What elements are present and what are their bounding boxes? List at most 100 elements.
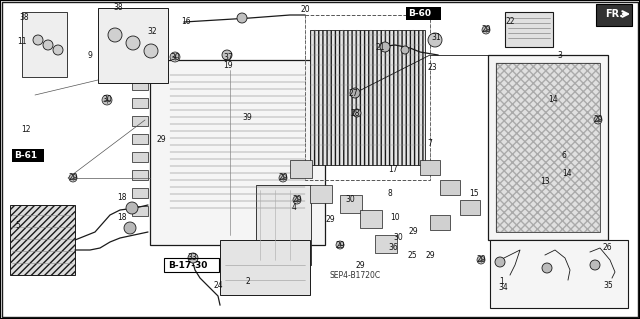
- Text: 32: 32: [147, 27, 157, 36]
- Circle shape: [293, 196, 301, 204]
- Circle shape: [380, 42, 390, 52]
- Circle shape: [144, 44, 158, 58]
- Text: 29: 29: [292, 196, 302, 204]
- Text: 30: 30: [170, 53, 180, 62]
- Text: 29: 29: [355, 261, 365, 270]
- Circle shape: [353, 109, 361, 117]
- Text: 13: 13: [540, 177, 550, 187]
- Bar: [496, 63, 600, 232]
- Text: 34: 34: [498, 283, 508, 292]
- Bar: [375, 235, 397, 253]
- Text: 30: 30: [102, 95, 112, 105]
- Bar: [430, 215, 450, 230]
- Circle shape: [69, 174, 77, 182]
- Text: 29: 29: [425, 251, 435, 261]
- Bar: [98, 8, 168, 83]
- Bar: [132, 152, 148, 162]
- Text: 18: 18: [117, 212, 127, 221]
- Text: 23: 23: [427, 63, 437, 72]
- Bar: [132, 80, 148, 90]
- Text: 29: 29: [335, 241, 345, 249]
- Text: SEP4-B1720C: SEP4-B1720C: [330, 271, 381, 279]
- Bar: [310, 185, 332, 203]
- Text: 31: 31: [431, 33, 441, 42]
- Text: 20: 20: [300, 5, 310, 14]
- Text: 33: 33: [187, 254, 197, 263]
- Text: 30: 30: [345, 196, 355, 204]
- Text: 29: 29: [278, 174, 288, 182]
- Circle shape: [477, 256, 485, 264]
- Text: 21: 21: [375, 42, 385, 51]
- Bar: [460, 200, 480, 215]
- Text: 18: 18: [117, 192, 127, 202]
- Circle shape: [428, 33, 442, 47]
- Circle shape: [126, 36, 140, 50]
- Text: 6: 6: [561, 151, 566, 160]
- Text: 37: 37: [223, 53, 233, 62]
- Text: 26: 26: [602, 243, 612, 253]
- Bar: [10, 205, 75, 275]
- Bar: [420, 160, 440, 175]
- Circle shape: [33, 35, 43, 45]
- Bar: [256, 185, 311, 265]
- Text: 25: 25: [407, 251, 417, 261]
- Bar: [132, 98, 148, 108]
- Circle shape: [495, 257, 505, 267]
- Bar: [150, 60, 325, 245]
- Bar: [406, 7, 441, 20]
- Circle shape: [336, 241, 344, 249]
- Text: 29: 29: [325, 216, 335, 225]
- Bar: [132, 170, 148, 180]
- Text: 17: 17: [388, 166, 398, 174]
- Text: 29: 29: [476, 256, 486, 264]
- Circle shape: [53, 45, 63, 55]
- Bar: [488, 55, 608, 240]
- Text: 11: 11: [17, 38, 27, 47]
- Text: 35: 35: [603, 280, 613, 290]
- Bar: [440, 180, 460, 195]
- Text: 14: 14: [548, 95, 558, 105]
- Text: B-60: B-60: [408, 10, 431, 19]
- Bar: [132, 116, 148, 126]
- Bar: [305, 15, 430, 180]
- Bar: [290, 160, 312, 178]
- Bar: [132, 188, 148, 198]
- Circle shape: [401, 46, 409, 54]
- Text: 39: 39: [242, 114, 252, 122]
- Text: 16: 16: [181, 18, 191, 26]
- Text: 3: 3: [557, 50, 563, 60]
- Text: 2: 2: [246, 277, 250, 286]
- Text: B-17-30: B-17-30: [168, 262, 207, 271]
- Text: 30: 30: [393, 234, 403, 242]
- Bar: [596, 4, 632, 26]
- Circle shape: [237, 13, 247, 23]
- Text: 8: 8: [388, 189, 392, 198]
- Bar: [132, 206, 148, 216]
- Circle shape: [188, 253, 198, 263]
- Text: 7: 7: [428, 138, 433, 147]
- Circle shape: [43, 40, 53, 50]
- Text: 29: 29: [156, 136, 166, 145]
- Text: 36: 36: [388, 243, 398, 253]
- Text: B-61: B-61: [14, 152, 37, 160]
- Text: FR.: FR.: [605, 9, 623, 19]
- Text: 22: 22: [505, 18, 515, 26]
- Text: 27: 27: [348, 88, 358, 98]
- Circle shape: [594, 116, 602, 124]
- Bar: [340, 195, 362, 213]
- Circle shape: [102, 95, 112, 105]
- Text: 28: 28: [350, 108, 360, 117]
- Circle shape: [170, 52, 180, 62]
- Bar: [22, 12, 67, 77]
- Circle shape: [279, 174, 287, 182]
- Bar: [12, 149, 44, 162]
- Text: 38: 38: [113, 4, 123, 12]
- Circle shape: [542, 263, 552, 273]
- Circle shape: [108, 28, 122, 42]
- Text: 19: 19: [223, 61, 233, 70]
- Bar: [310, 30, 425, 165]
- Circle shape: [222, 50, 232, 60]
- Bar: [360, 210, 382, 228]
- Circle shape: [124, 222, 136, 234]
- Text: 5: 5: [15, 220, 20, 229]
